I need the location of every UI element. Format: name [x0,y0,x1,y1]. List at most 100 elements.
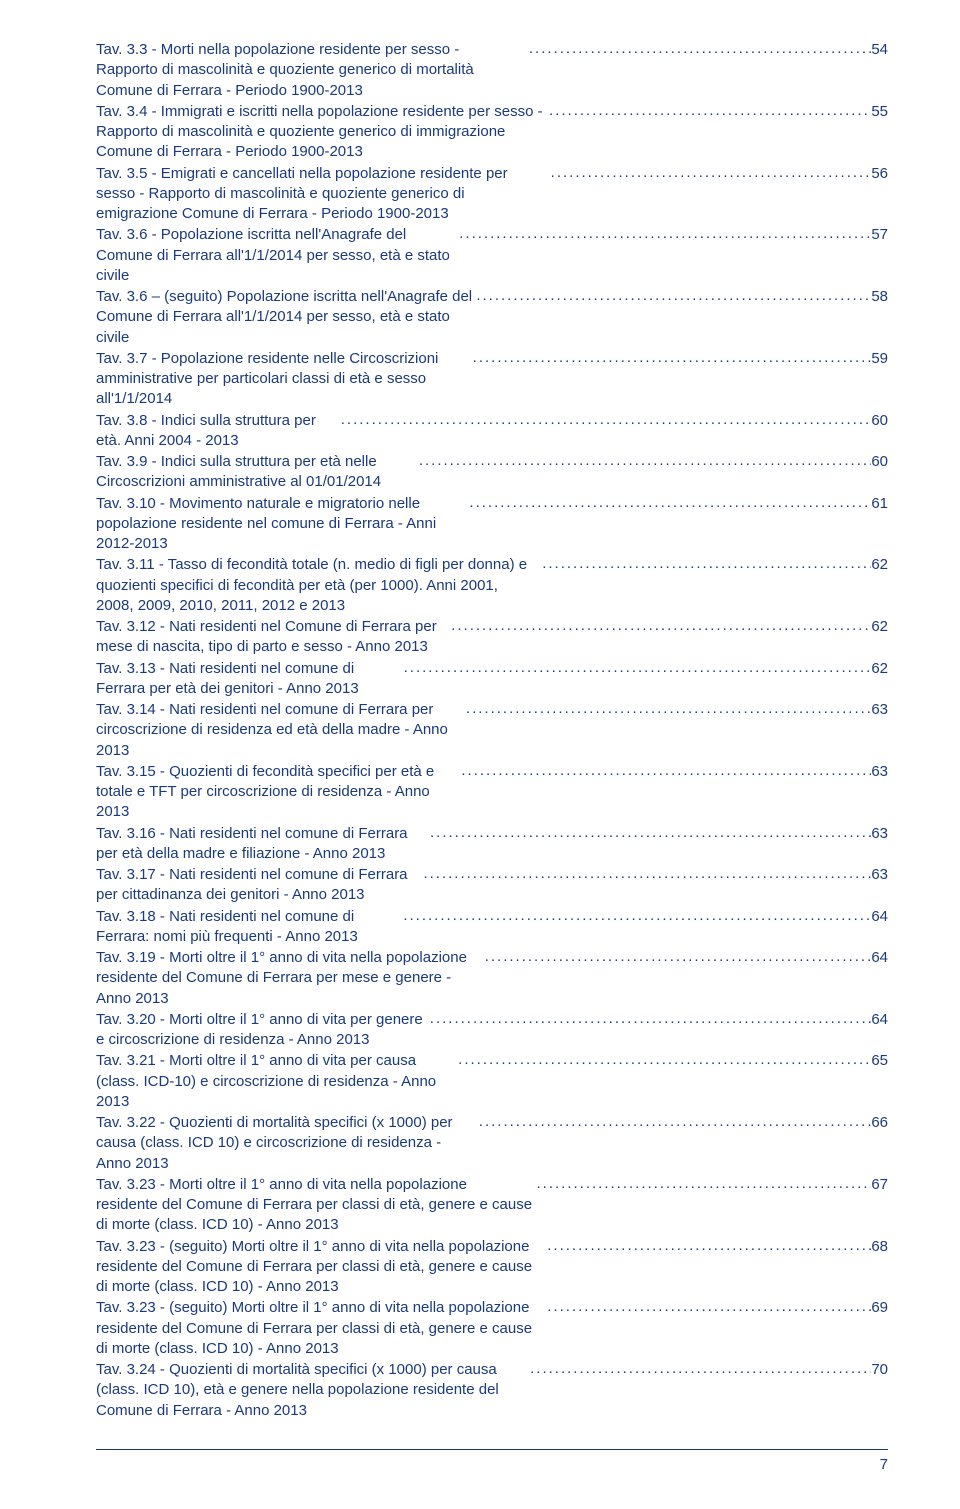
toc-entry-title: Tav. 3.15 - Quozienti di fecondità speci… [96,762,457,823]
toc-leader-dots [472,286,871,306]
toc-entry-page: 60 [871,452,888,472]
toc-entry-title: Tav. 3.6 – (seguito) Popolazione iscritt… [96,287,472,348]
toc-leader-dots [525,39,871,59]
toc-leader-dots [426,1009,872,1029]
toc-entry-title: Tav. 3.9 - Indici sulla struttura per et… [96,452,415,493]
toc-leader-dots [465,493,871,513]
toc-leader-dots [426,823,871,843]
toc-entry-title: Tav. 3.21 - Morti oltre il 1° anno di vi… [96,1051,454,1112]
toc-entry: Tav. 3.11 - Tasso di fecondità totale (n… [96,555,888,616]
toc-entry-title: Tav. 3.23 - Morti oltre il 1° anno di vi… [96,1175,533,1236]
toc-entry-title: Tav. 3.14 - Nati residenti nel comune di… [96,700,462,761]
toc-entry-page: 69 [871,1298,888,1318]
toc-entry: Tav. 3.4 - Immigrati e iscritti nella po… [96,102,888,163]
toc-entry-page: 66 [871,1113,888,1133]
toc-leader-dots [399,906,871,926]
toc-entry: Tav. 3.3 - Morti nella popolazione resid… [96,40,888,101]
toc-leader-dots [526,1359,871,1379]
toc-entry: Tav. 3.16 - Nati residenti nel comune di… [96,824,888,865]
toc-leader-dots [538,554,871,574]
toc-entry: Tav. 3.13 - Nati residenti nel comune di… [96,659,888,700]
toc-entry: Tav. 3.14 - Nati residenti nel comune di… [96,700,888,761]
toc-entry-page: 64 [871,1010,888,1030]
toc-leader-dots [481,947,872,967]
toc-entry: Tav. 3.12 - Nati residenti nel Comune di… [96,617,888,658]
toc-leader-dots [462,699,871,719]
toc-entry-page: 58 [871,287,888,307]
toc-entry-page: 63 [871,865,888,885]
toc-entry-title: Tav. 3.6 - Popolazione iscritta nell'Ana… [96,225,455,286]
toc-entry-page: 63 [871,762,888,782]
toc-entry: Tav. 3.24 - Quozienti di mortalità speci… [96,1360,888,1421]
toc-leader-dots [469,348,872,368]
toc-entry-title: Tav. 3.13 - Nati residenti nel comune di… [96,659,400,700]
toc-entry-page: 68 [871,1237,888,1257]
toc-entry-title: Tav. 3.11 - Tasso di fecondità totale (n… [96,555,538,616]
toc-entry: Tav. 3.18 - Nati residenti nel comune di… [96,907,888,948]
toc-leader-dots [475,1112,872,1132]
toc-entry-page: 59 [871,349,888,369]
toc-leader-dots [400,658,872,678]
toc-entry-title: Tav. 3.23 - (seguito) Morti oltre il 1° … [96,1298,543,1359]
toc-entry-page: 61 [871,494,888,514]
toc-entry-page: 64 [871,907,888,927]
toc-entry-page: 65 [871,1051,888,1071]
toc-entry: Tav. 3.21 - Morti oltre il 1° anno di vi… [96,1051,888,1112]
toc-entry: Tav. 3.23 - (seguito) Morti oltre il 1° … [96,1237,888,1298]
toc-entry-page: 55 [871,102,888,122]
toc-leader-dots [337,410,872,430]
toc-leader-dots [457,761,871,781]
toc-entry: Tav. 3.8 - Indici sulla struttura per et… [96,411,888,452]
toc-leader-dots [545,101,871,121]
toc-entry-title: Tav. 3.8 - Indici sulla struttura per et… [96,411,337,452]
toc-entry-title: Tav. 3.23 - (seguito) Morti oltre il 1° … [96,1237,543,1298]
toc-entry-page: 62 [871,555,888,575]
toc-leader-dots [533,1174,872,1194]
toc-entry-page: 67 [871,1175,888,1195]
toc-entry: Tav. 3.22 - Quozienti di mortalità speci… [96,1113,888,1174]
toc-entry-title: Tav. 3.24 - Quozienti di mortalità speci… [96,1360,526,1421]
toc-leader-dots [415,451,871,471]
toc-leader-dots [454,1050,871,1070]
toc-entry: Tav. 3.7 - Popolazione residente nelle C… [96,349,888,410]
toc-entry: Tav. 3.6 – (seguito) Popolazione iscritt… [96,287,888,348]
toc-entry: Tav. 3.10 - Movimento naturale e migrato… [96,494,888,555]
toc-entry-page: 62 [871,659,888,679]
toc-entry: Tav. 3.5 - Emigrati e cancellati nella p… [96,164,888,225]
toc-entry: Tav. 3.9 - Indici sulla struttura per et… [96,452,888,493]
toc-entry: Tav. 3.19 - Morti oltre il 1° anno di vi… [96,948,888,1009]
footer-rule [96,1449,888,1450]
toc-entry-title: Tav. 3.10 - Movimento naturale e migrato… [96,494,465,555]
toc-entry-title: Tav. 3.22 - Quozienti di mortalità speci… [96,1113,475,1174]
toc-entry-page: 57 [871,225,888,245]
page-number: 7 [96,1456,888,1473]
toc-entry: Tav. 3.23 - (seguito) Morti oltre il 1° … [96,1298,888,1359]
toc-entry: Tav. 3.17 - Nati residenti nel comune di… [96,865,888,906]
toc-entry-title: Tav. 3.19 - Morti oltre il 1° anno di vi… [96,948,481,1009]
toc-entry-page: 64 [871,948,888,968]
toc-entry-title: Tav. 3.3 - Morti nella popolazione resid… [96,40,525,101]
toc-entry-title: Tav. 3.7 - Popolazione residente nelle C… [96,349,469,410]
toc-leader-dots [419,864,871,884]
toc-entry: Tav. 3.6 - Popolazione iscritta nell'Ana… [96,225,888,286]
toc-entry: Tav. 3.23 - Morti oltre il 1° anno di vi… [96,1175,888,1236]
toc-entry-title: Tav. 3.4 - Immigrati e iscritti nella po… [96,102,545,163]
toc-entry-page: 62 [871,617,888,637]
toc-entry-title: Tav. 3.16 - Nati residenti nel comune di… [96,824,426,865]
toc-leader-dots [455,224,871,244]
table-of-contents: Tav. 3.3 - Morti nella popolazione resid… [96,40,888,1421]
toc-entry: Tav. 3.20 - Morti oltre il 1° anno di vi… [96,1010,888,1051]
toc-leader-dots [543,1236,871,1256]
toc-entry-title: Tav. 3.5 - Emigrati e cancellati nella p… [96,164,547,225]
toc-entry-page: 56 [871,164,888,184]
toc-entry-page: 63 [871,824,888,844]
toc-entry-title: Tav. 3.17 - Nati residenti nel comune di… [96,865,419,906]
toc-entry-title: Tav. 3.20 - Morti oltre il 1° anno di vi… [96,1010,426,1051]
toc-leader-dots [543,1297,871,1317]
toc-entry-page: 60 [871,411,888,431]
toc-entry: Tav. 3.15 - Quozienti di fecondità speci… [96,762,888,823]
toc-entry-page: 70 [871,1360,888,1380]
toc-leader-dots [547,163,872,183]
toc-entry-title: Tav. 3.18 - Nati residenti nel comune di… [96,907,399,948]
toc-entry-page: 54 [871,40,888,60]
